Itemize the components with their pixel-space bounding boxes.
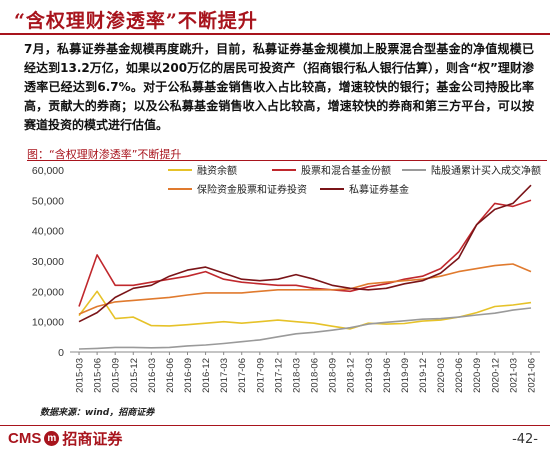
x-tick-label: 2020-03 (436, 358, 447, 393)
x-tick-label: 2015-06 (93, 358, 104, 393)
chart-heading-rule (27, 160, 547, 161)
series-line (78, 263, 532, 315)
brand-cms: CMS (8, 430, 42, 447)
legend-label: 陆股通累计买入成交净额 (431, 164, 541, 177)
x-tick-label: 2021-03 (508, 358, 519, 393)
footer-rule (0, 425, 550, 426)
legend-label: 融资余额 (197, 164, 237, 177)
series-line (78, 184, 532, 323)
x-tick-label: 2017-12 (273, 358, 284, 393)
x-tick-label: 2017-03 (219, 358, 230, 393)
x-tick-label: 2017-06 (237, 358, 248, 393)
y-tick-label: 30,000 (32, 256, 64, 268)
x-tick-label: 2018-03 (291, 358, 302, 393)
x-tick-label: 2020-12 (490, 358, 501, 393)
x-tick-label: 2015-03 (75, 358, 86, 393)
x-tick-label: 2016-09 (183, 358, 194, 393)
y-tick-label: 40,000 (32, 226, 64, 238)
x-tick-label: 2019-09 (400, 358, 411, 393)
chart-series (78, 184, 532, 350)
y-tick-label: 20,000 (32, 286, 64, 298)
x-tick-label: 2016-03 (147, 358, 158, 393)
series-line (78, 307, 532, 350)
x-tick-label: 2016-06 (165, 358, 176, 393)
y-tick-label: 10,000 (32, 317, 64, 329)
legend-label: 私募证券基金 (349, 183, 409, 196)
y-tick-label: 60,000 (32, 165, 64, 177)
x-tick-label: 2016-12 (201, 358, 212, 393)
page-number: -42- (512, 432, 538, 447)
page-title: “含权理财渗透率”不断提升 (14, 10, 258, 32)
x-tick-label: 2020-06 (454, 358, 465, 393)
x-tick-label: 2017-09 (255, 358, 266, 393)
x-tick-label: 2015-09 (111, 358, 122, 393)
brand-name: 招商证券 (62, 431, 123, 448)
y-tick-label: 0 (58, 347, 64, 359)
series-line (78, 199, 532, 307)
series-line (78, 290, 532, 330)
y-tick-label: 50,000 (32, 195, 64, 207)
summary-paragraph: 7月，私募证券基金规模再度跳升，目前，私募证券基金规模加上股票混合型基金的净值规… (24, 42, 534, 132)
title-rule (0, 33, 550, 35)
brand-logo: CMS m 招商证券 (8, 428, 122, 449)
x-tick-label: 2020-09 (472, 358, 483, 393)
x-tick-label: 2021-06 (526, 358, 537, 393)
chart-axes: 0 10,000 20,000 30,000 40,000 50,000 60,000 201… (32, 165, 540, 393)
x-tick-label: 2018-06 (310, 358, 321, 393)
legend-label: 保险资金股票和证券投资 (197, 183, 307, 196)
chart-heading: 图：“含权理财渗透率”不断提升 (27, 148, 182, 161)
x-tick-label: 2019-12 (418, 358, 429, 393)
brand-mark-icon: m (44, 431, 60, 446)
x-tick-label: 2018-12 (346, 358, 357, 393)
data-source: 数据来源：wind，招商证券 (40, 408, 155, 418)
x-tick-label: 2019-03 (364, 358, 375, 393)
x-tick-label: 2015-12 (129, 358, 140, 393)
legend-label: 股票和混合基金份额 (301, 164, 391, 177)
x-tick-label: 2019-06 (382, 358, 393, 393)
x-tick-label: 2018-09 (328, 358, 339, 393)
